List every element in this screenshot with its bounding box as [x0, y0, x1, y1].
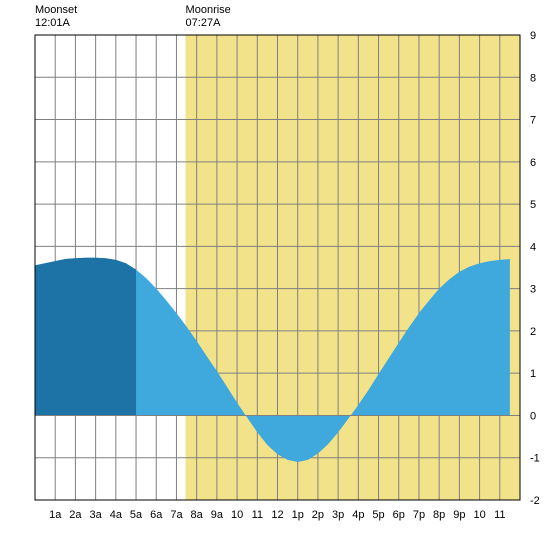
svg-text:1: 1 — [530, 368, 536, 380]
svg-text:2a: 2a — [69, 509, 82, 521]
chart-svg: -2-101234567891a2a3a4a5a6a7a8a9a1011121p… — [0, 0, 550, 550]
svg-text:6p: 6p — [393, 509, 405, 521]
svg-text:6a: 6a — [150, 509, 163, 521]
svg-text:2p: 2p — [312, 509, 324, 521]
tide-chart: Moonset 12:01A Moonrise 07:27A -2-101234… — [0, 0, 550, 550]
svg-text:1p: 1p — [292, 509, 304, 521]
moonrise-time: 07:27A — [186, 17, 221, 30]
svg-text:11: 11 — [252, 509, 263, 521]
svg-text:10: 10 — [473, 509, 485, 521]
svg-text:8p: 8p — [433, 509, 445, 521]
svg-text:5p: 5p — [372, 509, 384, 521]
svg-text:9p: 9p — [453, 509, 465, 521]
svg-text:1a: 1a — [49, 509, 62, 521]
svg-text:4p: 4p — [352, 509, 364, 521]
svg-text:3: 3 — [530, 284, 536, 296]
svg-text:-1: -1 — [530, 453, 540, 465]
svg-text:7: 7 — [530, 115, 536, 127]
moonrise-label: Moonrise — [186, 4, 231, 17]
svg-text:7a: 7a — [170, 509, 183, 521]
moonset-label: Moonset — [35, 4, 77, 17]
svg-text:0: 0 — [530, 410, 536, 422]
svg-text:9a: 9a — [211, 509, 224, 521]
moonset-time: 12:01A — [35, 17, 70, 30]
svg-text:4a: 4a — [110, 509, 123, 521]
svg-text:2: 2 — [530, 326, 536, 338]
svg-text:5a: 5a — [130, 509, 143, 521]
svg-text:12: 12 — [271, 509, 283, 521]
svg-text:6: 6 — [530, 157, 536, 169]
svg-text:8a: 8a — [191, 509, 204, 521]
svg-text:7p: 7p — [413, 509, 425, 521]
svg-text:5: 5 — [530, 199, 536, 211]
svg-text:3p: 3p — [332, 509, 344, 521]
svg-text:3a: 3a — [90, 509, 103, 521]
svg-text:8: 8 — [530, 72, 536, 84]
svg-text:9: 9 — [530, 30, 536, 42]
svg-text:10: 10 — [231, 509, 243, 521]
svg-text:4: 4 — [530, 241, 536, 253]
svg-text:-2: -2 — [530, 495, 540, 507]
svg-text:11: 11 — [494, 509, 505, 521]
